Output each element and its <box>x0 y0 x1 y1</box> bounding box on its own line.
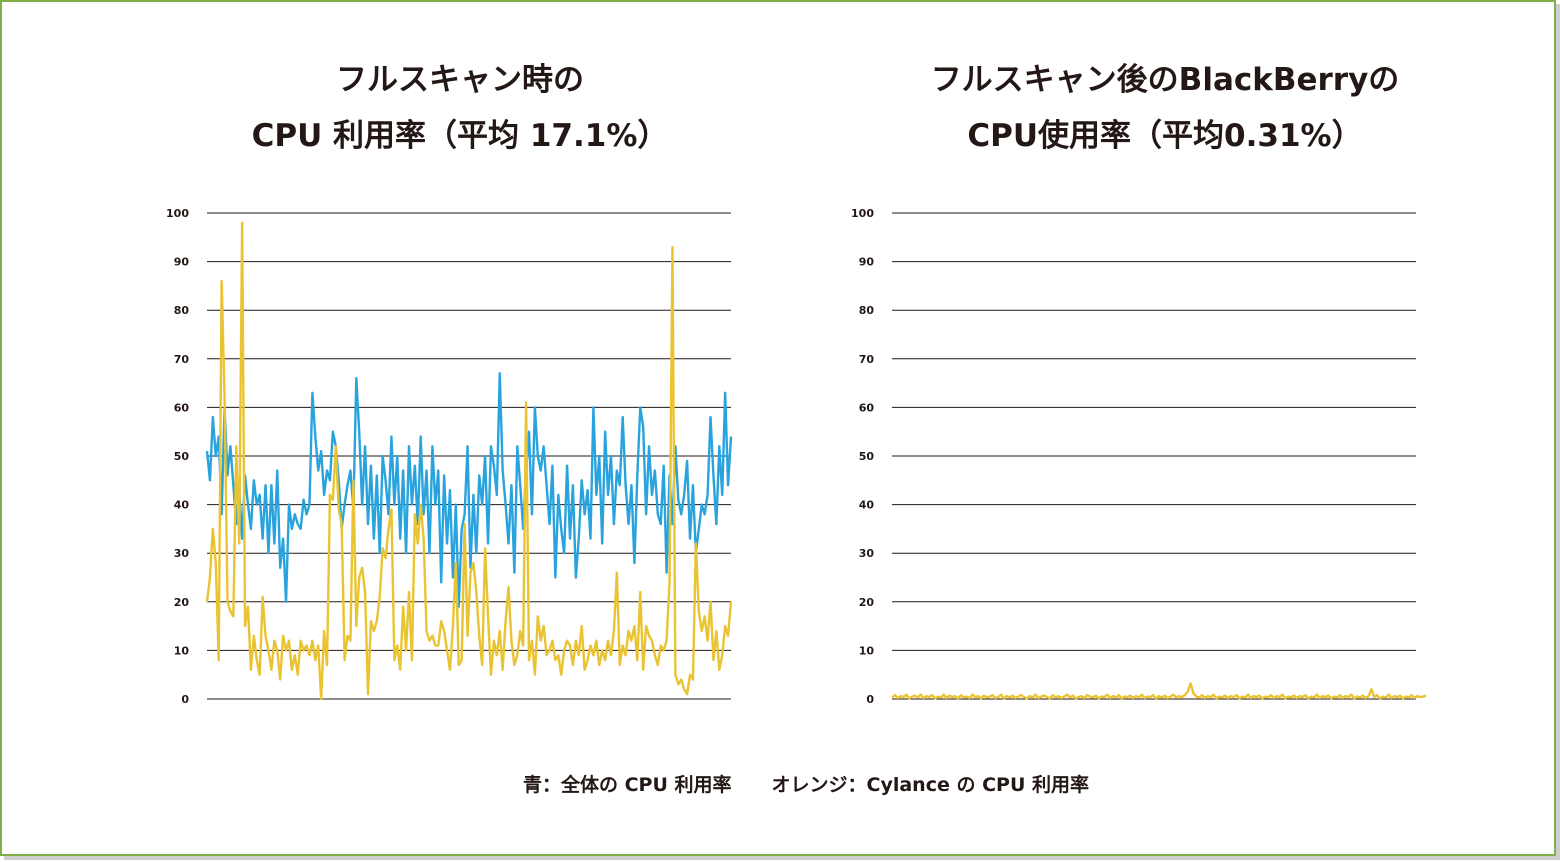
y-tick-label: 30 <box>174 547 190 560</box>
y-tick-label: 60 <box>174 401 190 414</box>
left-chart-title: フルスキャン時の CPU 利用率（平均 17.1%） <box>150 52 770 164</box>
legend-blue-label: 青：全体の CPU 利用率 <box>522 774 732 796</box>
y-tick-label: 100 <box>851 207 874 220</box>
y-tick-label: 20 <box>859 596 875 609</box>
right-chart-title-line-2: CPU使用率（平均0.31%） <box>967 118 1363 154</box>
y-tick-label: 30 <box>859 547 875 560</box>
y-tick-label: 40 <box>174 499 190 512</box>
legend: 青：全体の CPU 利用率 オレンジ：Cylance の CPU 利用率 <box>0 770 1560 797</box>
left-chart-title-line-1: フルスキャン時の <box>336 62 584 98</box>
y-tick-label: 10 <box>174 644 190 657</box>
series-line-orange <box>205 221 733 701</box>
y-tick-label: 100 <box>166 207 189 220</box>
y-tick-label: 70 <box>174 353 190 366</box>
y-tick-label: 80 <box>174 304 190 317</box>
y-tick-label: 50 <box>859 450 875 463</box>
right-line-chart: 0 10 20 30 40 50 60 70 80 90 100 <box>851 207 1427 706</box>
series-line-orange <box>891 682 1427 700</box>
y-tick-label: 10 <box>859 644 875 657</box>
right-chart-title-line-1: フルスキャン後のBlackBerryの <box>930 62 1400 98</box>
y-tick-label: 20 <box>174 596 190 609</box>
series-line-blue <box>205 372 733 608</box>
left-line-chart: 0 10 20 30 40 50 60 70 80 90 100 <box>166 207 733 706</box>
y-tick-label: 90 <box>859 256 875 269</box>
y-tick-label: 90 <box>174 256 190 269</box>
y-tick-label: 40 <box>859 499 875 512</box>
y-tick-label: 50 <box>174 450 190 463</box>
legend-orange-label: オレンジ：Cylance の CPU 利用率 <box>771 774 1089 796</box>
y-tick-label: 0 <box>181 693 189 706</box>
y-tick-label: 80 <box>859 304 875 317</box>
y-tick-label: 60 <box>859 401 875 414</box>
left-chart-title-line-2: CPU 利用率（平均 17.1%） <box>251 118 669 154</box>
right-chart-title: フルスキャン後のBlackBerryの CPU使用率（平均0.31%） <box>855 52 1475 164</box>
y-tick-label: 0 <box>866 693 874 706</box>
y-tick-label: 70 <box>859 353 875 366</box>
